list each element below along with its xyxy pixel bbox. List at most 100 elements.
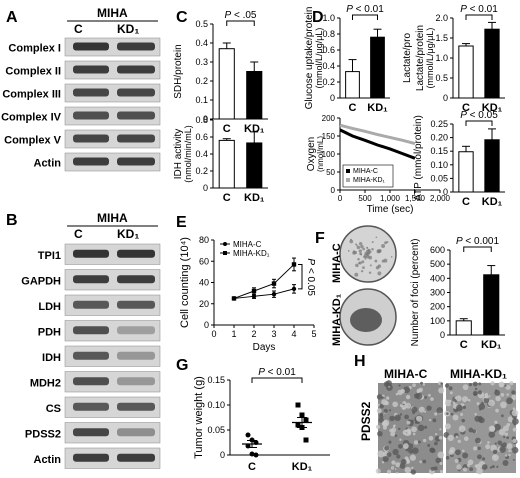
- p-symbol: P: [346, 4, 353, 15]
- blot-band-c: [73, 326, 109, 335]
- histology-texture-dot: [396, 471, 399, 474]
- foci-texture-dot: [362, 247, 366, 251]
- foci-dark-cluster: [350, 308, 382, 332]
- histology-texture-dot: [506, 397, 513, 405]
- histology-texture-dot: [483, 397, 490, 404]
- histology-texture-dot: [512, 438, 517, 444]
- legend-swatch: [346, 178, 350, 182]
- foci-texture-dot: [366, 246, 368, 249]
- histology-texture-dot: [455, 395, 462, 402]
- y-tick-label: 100: [322, 150, 336, 159]
- y-axis-label: Number of foci (percent): [410, 239, 421, 347]
- panel-b-blot: B MIHA C KD₁ TPI1 GAPDH LDH PDH IDH MDH2 CS PDS…: [6, 211, 161, 469]
- y-tick-label: 50: [326, 168, 335, 177]
- y-tick-label: 150: [322, 132, 336, 141]
- y-tick-label: 1.5: [435, 33, 448, 43]
- y-tick-label: 0.15: [207, 375, 225, 385]
- histology-texture-dot: [469, 467, 474, 472]
- foci-texture-dot: [390, 256, 393, 258]
- histology-texture-dot: [377, 450, 385, 458]
- histology-texture-dot: [458, 425, 466, 433]
- point-knockdown: [291, 262, 297, 267]
- histology-texture-dot: [446, 412, 449, 415]
- histology-texture-dot: [381, 399, 388, 406]
- blot-band-c: [73, 351, 109, 360]
- histology-texture-dot: [422, 438, 427, 443]
- blot-row-label: Complex V: [4, 135, 62, 147]
- histology-texture-dot: [395, 392, 399, 396]
- histology-texture-dot: [439, 461, 443, 465]
- histology-texture-dot: [398, 427, 401, 431]
- foci-texture-dot: [367, 248, 371, 252]
- foci-texture-dot: [356, 245, 361, 250]
- chart-D-lactate: 0 0.5 1.0 1.5 2.0 C KD₁ Lactate/protein (mmol/L/…: [415, 4, 505, 114]
- histology-texture-dot: [494, 420, 498, 424]
- point-control: [253, 452, 259, 458]
- bar-knockdown: [484, 139, 500, 193]
- legend-box: [342, 164, 394, 188]
- histology-texture-dot: [394, 414, 401, 422]
- histology-texture-dot: [468, 382, 473, 387]
- foci-texture-dot: [378, 251, 381, 253]
- x-axis-label: Days: [253, 342, 276, 353]
- significance-bracket: [463, 246, 492, 252]
- y-tick-label: 0: [204, 320, 209, 330]
- bar-control: [345, 71, 360, 99]
- histology-texture-dot: [508, 449, 512, 453]
- histology-texture-dot: [401, 404, 407, 410]
- y-tick-label: 0: [220, 450, 225, 460]
- histology-texture-dot: [489, 466, 493, 469]
- x-tick-label: 1: [231, 329, 236, 339]
- histology-texture-dot: [511, 409, 519, 417]
- p-symbol: P: [305, 258, 316, 265]
- histology-texture-dot: [448, 449, 454, 455]
- histology-texture-dot: [430, 466, 435, 471]
- x-category-label: KD₁: [244, 192, 265, 204]
- blot-row-label: CS: [46, 403, 61, 415]
- p-value-annotation: P < 0.001: [456, 236, 500, 247]
- histology-texture-dot: [419, 460, 423, 464]
- x-axis-label: Time (sec): [367, 204, 414, 215]
- histology-texture-dot: [512, 427, 517, 432]
- histology-texture-dot: [491, 465, 495, 469]
- histology-texture-dot: [452, 414, 459, 421]
- point-control: [249, 451, 255, 457]
- histology-texture-dot: [386, 452, 392, 458]
- histology-texture-dot: [436, 407, 443, 414]
- y-tick-label: 400: [430, 273, 445, 283]
- histology-texture-dot: [424, 410, 427, 413]
- histology-texture-dot: [506, 393, 509, 396]
- foci-texture-dot: [377, 264, 382, 268]
- p-value-annotation: P < 0.01: [346, 4, 384, 15]
- histology-texture-dot: [391, 460, 396, 465]
- y-axis-label: Oxygen: [306, 137, 317, 171]
- x-tick-label: 2,000: [430, 194, 451, 203]
- histology-texture-dot: [439, 428, 442, 431]
- point-knockdown: [299, 412, 305, 418]
- histology-texture-dot: [504, 432, 509, 436]
- histology-texture-dot: [462, 452, 469, 459]
- histology-texture-dot: [378, 417, 384, 423]
- histology-texture-dot: [406, 420, 411, 425]
- blot-band-c: [73, 88, 109, 97]
- blot-row-label: Actin: [34, 454, 62, 466]
- histology-texture-dot: [398, 443, 403, 449]
- x-tick-label: 2: [251, 329, 256, 339]
- histology-texture-dot: [438, 387, 445, 394]
- histology-texture-dot: [512, 407, 516, 410]
- histology-texture-dot: [418, 406, 425, 413]
- x-category-label: KD₁: [482, 196, 503, 208]
- histology-texture-dot: [444, 423, 451, 430]
- histology-texture-dot: [435, 457, 442, 464]
- histology-texture-dot: [488, 431, 496, 438]
- y-tick-label: 100: [430, 316, 445, 326]
- histology-texture-dot: [422, 382, 426, 386]
- histology-texture-dot: [477, 390, 483, 395]
- histology-texture-dot: [434, 441, 438, 446]
- histology-texture-dot: [472, 381, 478, 387]
- cropped-axis-label: Lactate/pro: [402, 33, 413, 83]
- panel-letter-g: G: [176, 357, 188, 374]
- histology-texture-dot: [476, 467, 483, 475]
- bar-control: [458, 151, 474, 193]
